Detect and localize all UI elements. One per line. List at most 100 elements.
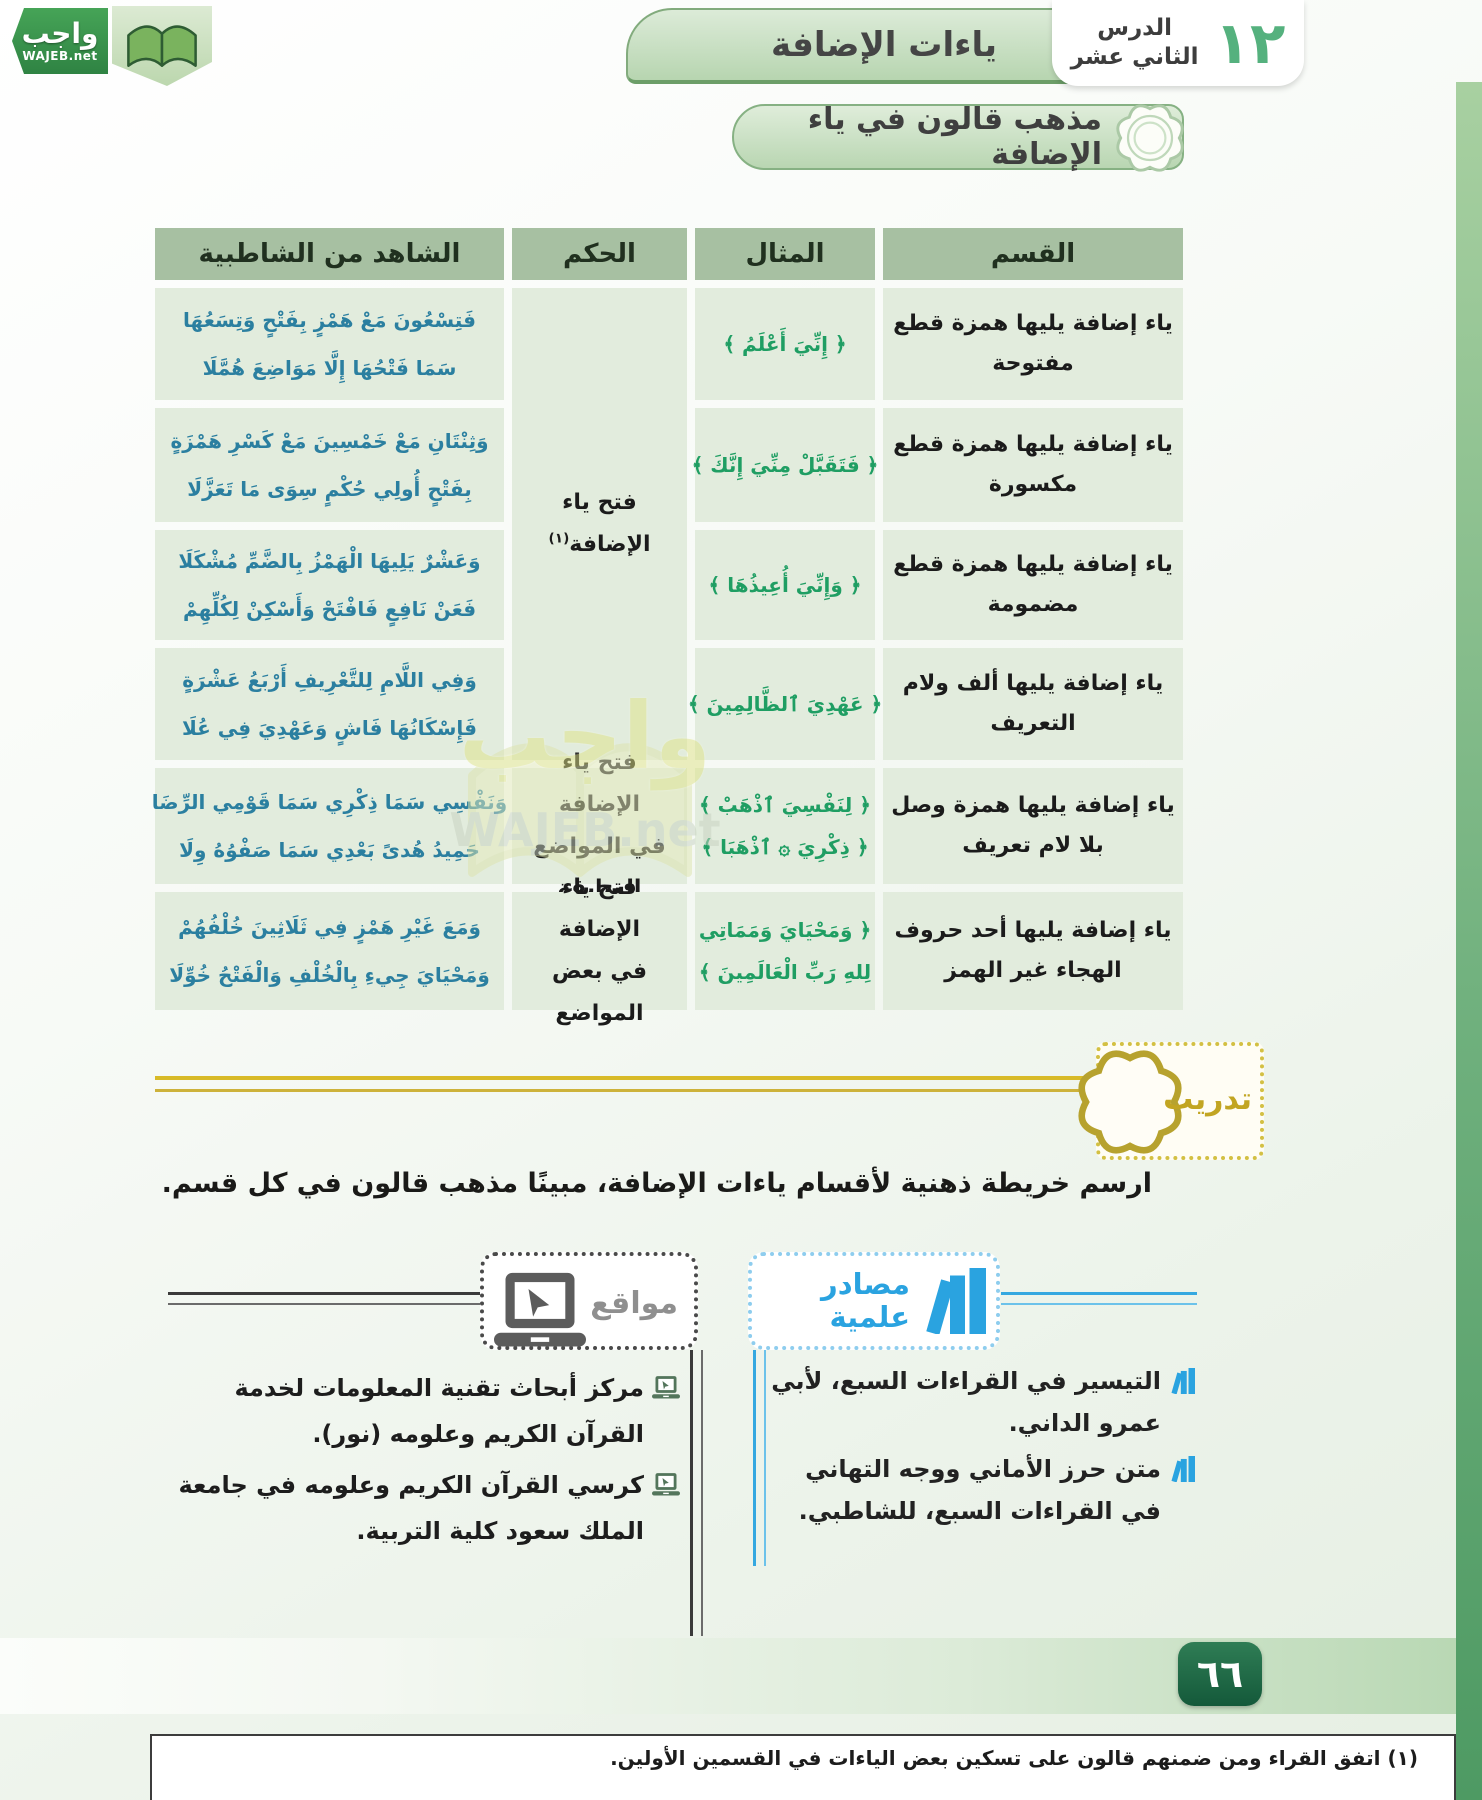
shahid-line: فَإِسْكَانُهَا فَاشٍ وَعَهْدِيَ فِي عُلَ…	[181, 716, 478, 740]
table-header-mithal: المثال	[695, 228, 875, 280]
table-row-qism: ياء إضافة يليها همزة قطع مفتوحة	[883, 288, 1183, 400]
page-edge-band	[1456, 82, 1482, 1800]
shahid-line: سَمَا فَتْحُهَا إِلَّا مَوَاضِعَ هُمَّلَ…	[202, 356, 457, 380]
open-book-icon	[127, 25, 197, 67]
table-row-shahid: وَمَعَ غَيْرِ هَمْزٍ فِي ثَلَاثِينَ خُلْ…	[155, 892, 504, 1010]
table-row-ruling: فتح ياء الإضافة في بعض المواضع	[512, 875, 687, 1026]
sources-title-line1: مصادر	[821, 1266, 910, 1301]
table-row-shahid: وَنَفْسِي سَمَا ذِكْرِي سَمَا قَوْمِي ال…	[151, 768, 508, 884]
shahid-line: فَعَنْ نَافِعٍ فَافْتَحْ وَأَسْكِنْ لِكُ…	[182, 597, 477, 621]
quran-example: ﴿ عَهْدِيَ ٱلظَّالِمِينَ ﴾	[687, 692, 883, 716]
table-row-example: ﴿ وَإِنِّيَ أُعِيذُهَا ﴾	[695, 530, 875, 640]
quran-example: لِلهِ رَبِّ الْعَالَمِينَ ﴾	[698, 960, 872, 984]
table-row-example: ﴿ وَمَحْيَايَ وَمَمَاتِي لِلهِ رَبِّ الْ…	[695, 892, 875, 1010]
websites-list: مركز أبحاث تقنية المعلومات لخدمة القرآن …	[166, 1366, 680, 1560]
table-row-example: ﴿ فَتَقَبَّلْ مِنِّيَ إِنَّكَ ﴾	[692, 408, 878, 522]
lesson-label: الدرس الثاني عشر	[1071, 14, 1199, 72]
section-title: مذهب قالون في ياء الإضافة	[807, 102, 1102, 172]
rosette-icon	[1116, 104, 1184, 172]
websites-title: مواقع	[590, 1286, 678, 1321]
training-badge: تدريب	[1096, 1042, 1264, 1160]
qalun-rules-table: القسم المثال الحكم الشاهد من الشاطبية فت…	[151, 228, 1183, 1026]
shahid-line: وَنَفْسِي سَمَا ذِكْرِي سَمَا قَوْمِي ال…	[151, 790, 508, 814]
table-row-shahid: وَعَشْرٌ يَلِيهَا الْهَمْزُ بِالضَّمِّ م…	[155, 530, 504, 640]
lesson-tab: ١٢ الدرس الثاني عشر	[1052, 0, 1304, 86]
lesson-number: ١٢	[1214, 9, 1286, 77]
table-row-qism: ياء إضافة يليها همزة قطع مكسورة	[883, 408, 1183, 522]
table-row-shahid: وَفِي اللَّامِ لِلتَّعْرِيفِ أَرْبَعُ عَ…	[155, 648, 504, 760]
training-divider-line	[155, 1076, 1096, 1092]
footnote-area: (١) اتفق القراء ومن ضمنهم قالون على تسكي…	[150, 1734, 1456, 1800]
shahid-line: وَمَعَ غَيْرِ هَمْزٍ فِي ثَلَاثِينَ خُلْ…	[178, 915, 481, 939]
table-row-shahid: وَثِنْتَانِ مَعْ خَمْسِينَ مَعْ كَسْرِ ه…	[155, 408, 504, 522]
quran-example: ﴿ ذِكْرِيَ ۞ ٱذْهَبَا ﴾	[701, 835, 869, 859]
training-label: تدريب	[1163, 1082, 1252, 1117]
quran-example: ﴿ فَتَقَبَّلْ مِنِّيَ إِنَّكَ ﴾	[691, 453, 879, 477]
list-item: متن حرز الأماني ووجه التهاني في القراءات…	[771, 1448, 1195, 1532]
table-row-example: ﴿ إِنِّيَ أَعْلَمُ ﴾	[695, 288, 875, 400]
website-text: مركز أبحاث تقنية المعلومات لخدمة القرآن …	[234, 1374, 645, 1448]
laptop-icon	[494, 1272, 586, 1347]
page-number-tab: ٦٦	[1178, 1642, 1262, 1706]
table-row-qism: ياء إضافة يليها همزة قطع مضمومة	[883, 530, 1183, 640]
sources-box: مصادر علمية التيسير في القراءات السبع، ل…	[745, 1248, 1197, 1566]
ruling-line: فتح ياء الإضافة	[558, 750, 641, 818]
table-row-qism: ياء إضافة يليها همزة وصل بلا لام تعريف	[883, 768, 1183, 884]
table-header-shahid: الشاهد من الشاطبية	[155, 228, 504, 280]
footnote-ref: (١)	[548, 530, 570, 547]
sources-header: مصادر علمية	[748, 1252, 1000, 1350]
website-text: كرسي القرآن الكريم وعلومه في جامعة الملك…	[178, 1471, 645, 1545]
ruling-line: فتح ياء الإضافة	[558, 875, 641, 943]
books-bullet-icon	[1171, 1456, 1195, 1482]
shahid-line: حَمِيدُ هُدىً بَعْدِي سَمَا صَفْوُهُ وِل…	[179, 838, 480, 862]
logo-ribbon: واجب WAJEB.net	[12, 8, 108, 74]
quran-example: ﴿ وَإِنِّيَ أُعِيذُهَا ﴾	[708, 573, 862, 597]
wajeb-logo: واجب WAJEB.net	[12, 6, 222, 94]
footnote-text: (١) اتفق القراء ومن ضمنهم قالون على تسكي…	[610, 1746, 1418, 1770]
shahid-line: وَفِي اللَّامِ لِلتَّعْرِيفِ أَرْبَعُ عَ…	[182, 668, 477, 692]
quran-example: ﴿ إِنِّيَ أَعْلَمُ ﴾	[723, 332, 847, 356]
books-icon	[926, 1268, 986, 1334]
list-item: التيسير في القراءات السبع، لأبي عمرو الد…	[771, 1360, 1195, 1444]
websites-box: مواقع مركز أبحاث تقنية المعلومات لخدمة ا…	[150, 1248, 710, 1648]
merged-ruling-text: فتح ياء الإضافة	[562, 490, 651, 557]
websites-horizontal-line	[168, 1292, 480, 1305]
section-title-banner: مذهب قالون في ياء الإضافة	[732, 102, 1184, 172]
table-merged-ruling-cell: فتح ياء الإضافة(١)	[512, 288, 687, 760]
shahid-line: وَثِنْتَانِ مَعْ خَمْسِينَ مَعْ كَسْرِ ه…	[170, 429, 489, 453]
sources-title: مصادر علمية	[821, 1266, 910, 1335]
laptop-bullet-icon	[652, 1376, 680, 1399]
table-header-hukm: الحكم	[512, 228, 687, 280]
list-item: مركز أبحاث تقنية المعلومات لخدمة القرآن …	[166, 1366, 680, 1457]
laptop-bullet-icon	[652, 1473, 680, 1496]
logo-latin-text: WAJEB.net	[22, 49, 98, 64]
logo-arabic-text: واجب	[21, 16, 99, 50]
table-row-example: ﴿ عَهْدِيَ ٱلظَّالِمِينَ ﴾	[688, 648, 882, 760]
shahid-line: وَعَشْرٌ يَلِيهَا الْهَمْزُ بِالضَّمِّ م…	[178, 549, 481, 573]
lesson-label-line1: الدرس	[1097, 15, 1172, 42]
lesson-label-line2: الثاني عشر	[1070, 44, 1199, 70]
training-exercise-text: ارسم خريطة ذهنية لأقسام ياءات الإضافة، م…	[161, 1168, 1152, 1199]
shahid-line: بِفَتْحٍ أُولِي حُكْمٍ سِوَى مَا تَعَزَّ…	[187, 477, 472, 501]
sources-horizontal-line	[1001, 1292, 1197, 1305]
websites-header: مواقع	[480, 1252, 698, 1350]
page-title: ياءات الإضافة	[770, 25, 998, 65]
list-item: كرسي القرآن الكريم وعلومه في جامعة الملك…	[166, 1463, 680, 1554]
quran-example: ﴿ وَمَحْيَايَ وَمَمَاتِي	[698, 918, 872, 942]
sources-vertical-line	[753, 1350, 766, 1566]
source-text: متن حرز الأماني ووجه التهاني في القراءات…	[798, 1455, 1161, 1525]
table-row-qism: ياء إضافة يليها أحد حروف الهجاء غير الهم…	[883, 892, 1183, 1010]
table-row-qism: ياء إضافة يليها ألف ولام التعريف	[883, 648, 1183, 760]
books-bullet-icon	[1171, 1368, 1195, 1394]
sources-list: التيسير في القراءات السبع، لأبي عمرو الد…	[771, 1360, 1195, 1536]
source-text: التيسير في القراءات السبع، لأبي عمرو الد…	[771, 1367, 1161, 1437]
logo-banner	[112, 6, 212, 86]
quran-example: ﴿ لِنَفْسِيَ ٱذْهَبْ ﴾	[698, 793, 871, 817]
table-header-qism: القسم	[883, 228, 1183, 280]
shahid-line: فَتِسْعُونَ مَعْ هَمْزٍ بِفَتْحٍ وَتِسَع…	[183, 308, 476, 332]
shahid-line: وَمَحْيَايَ جِيءِ بِالْخُلْفِ وَالْفَتْح…	[169, 963, 490, 987]
table-row-shahid: فَتِسْعُونَ مَعْ هَمْزٍ بِفَتْحٍ وَتِسَع…	[155, 288, 504, 400]
websites-vertical-line	[690, 1350, 703, 1636]
sources-title-line2: علمية	[829, 1300, 910, 1334]
